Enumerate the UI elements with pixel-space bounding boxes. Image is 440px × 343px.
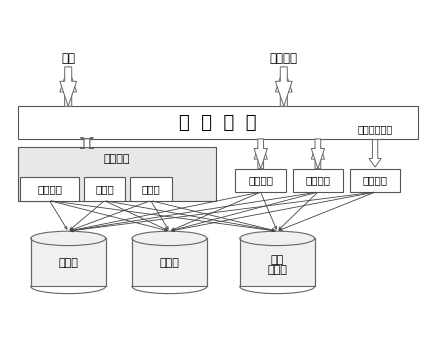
Ellipse shape [240,231,315,246]
Bar [235,169,286,192]
Text: 动态: 动态 [271,255,284,265]
Polygon shape [312,139,325,169]
Bar [18,147,216,201]
Ellipse shape [132,231,207,246]
Polygon shape [254,139,268,169]
Bar [293,169,343,192]
Text: 用户: 用户 [61,52,75,65]
Polygon shape [81,139,94,149]
Polygon shape [275,67,292,106]
Bar [31,238,106,286]
Text: 知识库: 知识库 [159,258,180,268]
Text: 领域专家: 领域专家 [270,52,298,65]
Text: 数据获取: 数据获取 [363,175,388,186]
Text: 人  机  接  口: 人 机 接 口 [179,114,257,132]
Text: 样本库: 样本库 [58,258,78,268]
Bar [130,177,172,201]
Text: 数据管理: 数据管理 [305,175,330,186]
Text: 知识维护: 知识维护 [248,175,273,186]
Polygon shape [275,67,292,106]
Polygon shape [60,67,77,106]
Bar [132,238,207,286]
Bar [84,177,125,201]
Polygon shape [81,138,94,147]
Bar [18,106,418,139]
Text: 电力推进系统: 电力推进系统 [357,124,393,134]
Text: 神经网络: 神经网络 [103,154,130,164]
Polygon shape [60,67,77,106]
Text: 推理机: 推理机 [95,184,114,194]
Text: 解释器: 解释器 [141,184,160,194]
Bar [20,177,79,201]
Polygon shape [312,139,325,169]
Text: 知识获取: 知识获取 [37,184,62,194]
Bar [350,169,400,192]
Polygon shape [254,139,268,169]
Ellipse shape [31,231,106,246]
Text: 数据库: 数据库 [267,264,287,275]
Polygon shape [369,140,381,167]
Bar [240,238,315,286]
